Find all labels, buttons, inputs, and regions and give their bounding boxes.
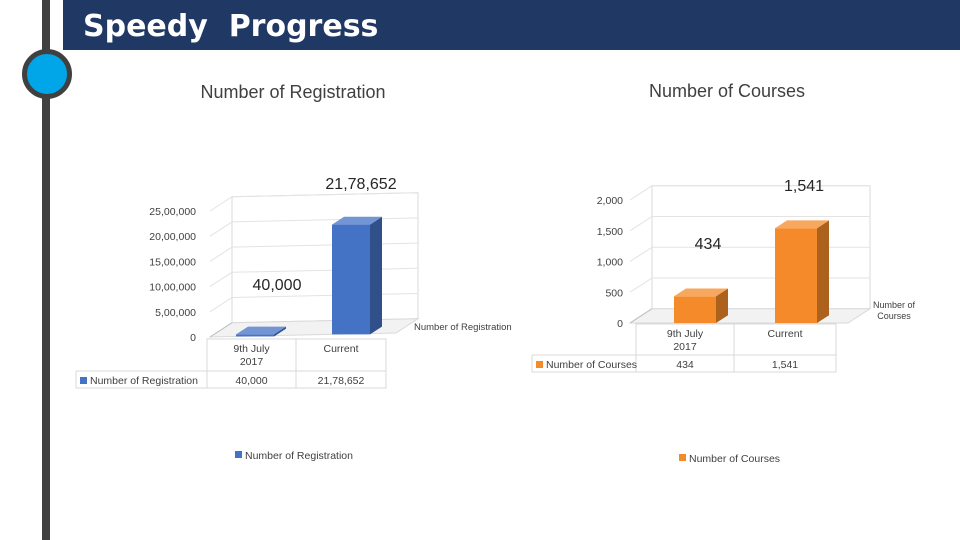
side-legend: Courses (877, 311, 911, 321)
category-label: 9th July (667, 328, 704, 340)
title-bar: Speedy Progress (63, 0, 960, 50)
legend-label: Number of Registration (90, 375, 198, 387)
category-label: Current (323, 343, 358, 355)
y-tick-label: 20,00,000 (149, 231, 196, 243)
y-tick-label: 1,500 (597, 226, 623, 238)
bottom-legend-swatch (235, 451, 242, 458)
bar (332, 224, 370, 335)
data-label: 21,78,652 (325, 176, 396, 193)
y-tick-label: 15,00,000 (149, 256, 196, 268)
side-edge (629, 308, 653, 324)
bar (236, 334, 274, 337)
bar-top (236, 326, 286, 335)
y-tick-label: 500 (605, 287, 623, 299)
table-value: 434 (676, 359, 694, 371)
y-tick-label: 0 (190, 332, 196, 344)
side-legend: Number of (873, 300, 916, 310)
chart-title: Number of Registration (200, 82, 385, 102)
chart-title: Number of Courses (649, 81, 805, 101)
courses-chart: Number of Courses 0 500 1,000 1,500 2,000 434 1… (531, 81, 916, 465)
y-tick-label: 10,00,000 (149, 282, 196, 294)
data-label: 40,000 (253, 277, 302, 294)
bar-side (274, 326, 286, 337)
slide-title: Speedy Progress (83, 9, 379, 44)
y-tick-label: 5,00,000 (155, 307, 196, 319)
legend-key-area (74, 339, 207, 356)
category-label: 2017 (240, 356, 264, 368)
gridline (629, 185, 870, 201)
bar-top (775, 220, 829, 229)
bottom-legend-swatch (679, 454, 686, 461)
bar (775, 228, 817, 323)
bottom-legend: Number of Courses (689, 453, 780, 465)
back-wall (231, 192, 419, 324)
y-tick-label: 1,000 (597, 257, 623, 269)
side-legend: Number of Registration (414, 322, 512, 333)
gridline (629, 215, 870, 232)
legend-swatch (536, 361, 543, 368)
category-label: 9th July (233, 343, 270, 355)
bar-top (674, 288, 728, 297)
data-table-frame (635, 323, 837, 373)
left-vertical-rule (42, 0, 50, 540)
y-tick-label: 25,00,000 (149, 206, 196, 218)
category-label: 2017 (673, 341, 697, 353)
table-value: 1,541 (772, 359, 798, 371)
table-value: 21,78,652 (318, 375, 365, 387)
y-tick-label: 2,000 (597, 195, 623, 207)
floor (628, 308, 872, 324)
y-tick-label: 0 (617, 318, 623, 330)
bar-side (370, 216, 382, 335)
bar-side (716, 288, 728, 323)
bottom-legend: Number of Registration (245, 450, 353, 462)
registration-chart: Number of Registration 0 5,00,000 10,00,000… (74, 82, 512, 462)
gridline (209, 192, 419, 212)
data-label: 434 (695, 236, 722, 253)
bar-top (332, 216, 382, 225)
legend-swatch (80, 377, 87, 384)
category-label: Current (767, 328, 802, 340)
side-edge (209, 322, 233, 338)
table-value: 40,000 (235, 375, 267, 387)
bullet-circle (22, 49, 72, 99)
bar-side (817, 220, 829, 323)
legend-label: Number of Courses (546, 359, 637, 371)
bar (674, 296, 716, 323)
data-label: 1,541 (784, 178, 824, 195)
